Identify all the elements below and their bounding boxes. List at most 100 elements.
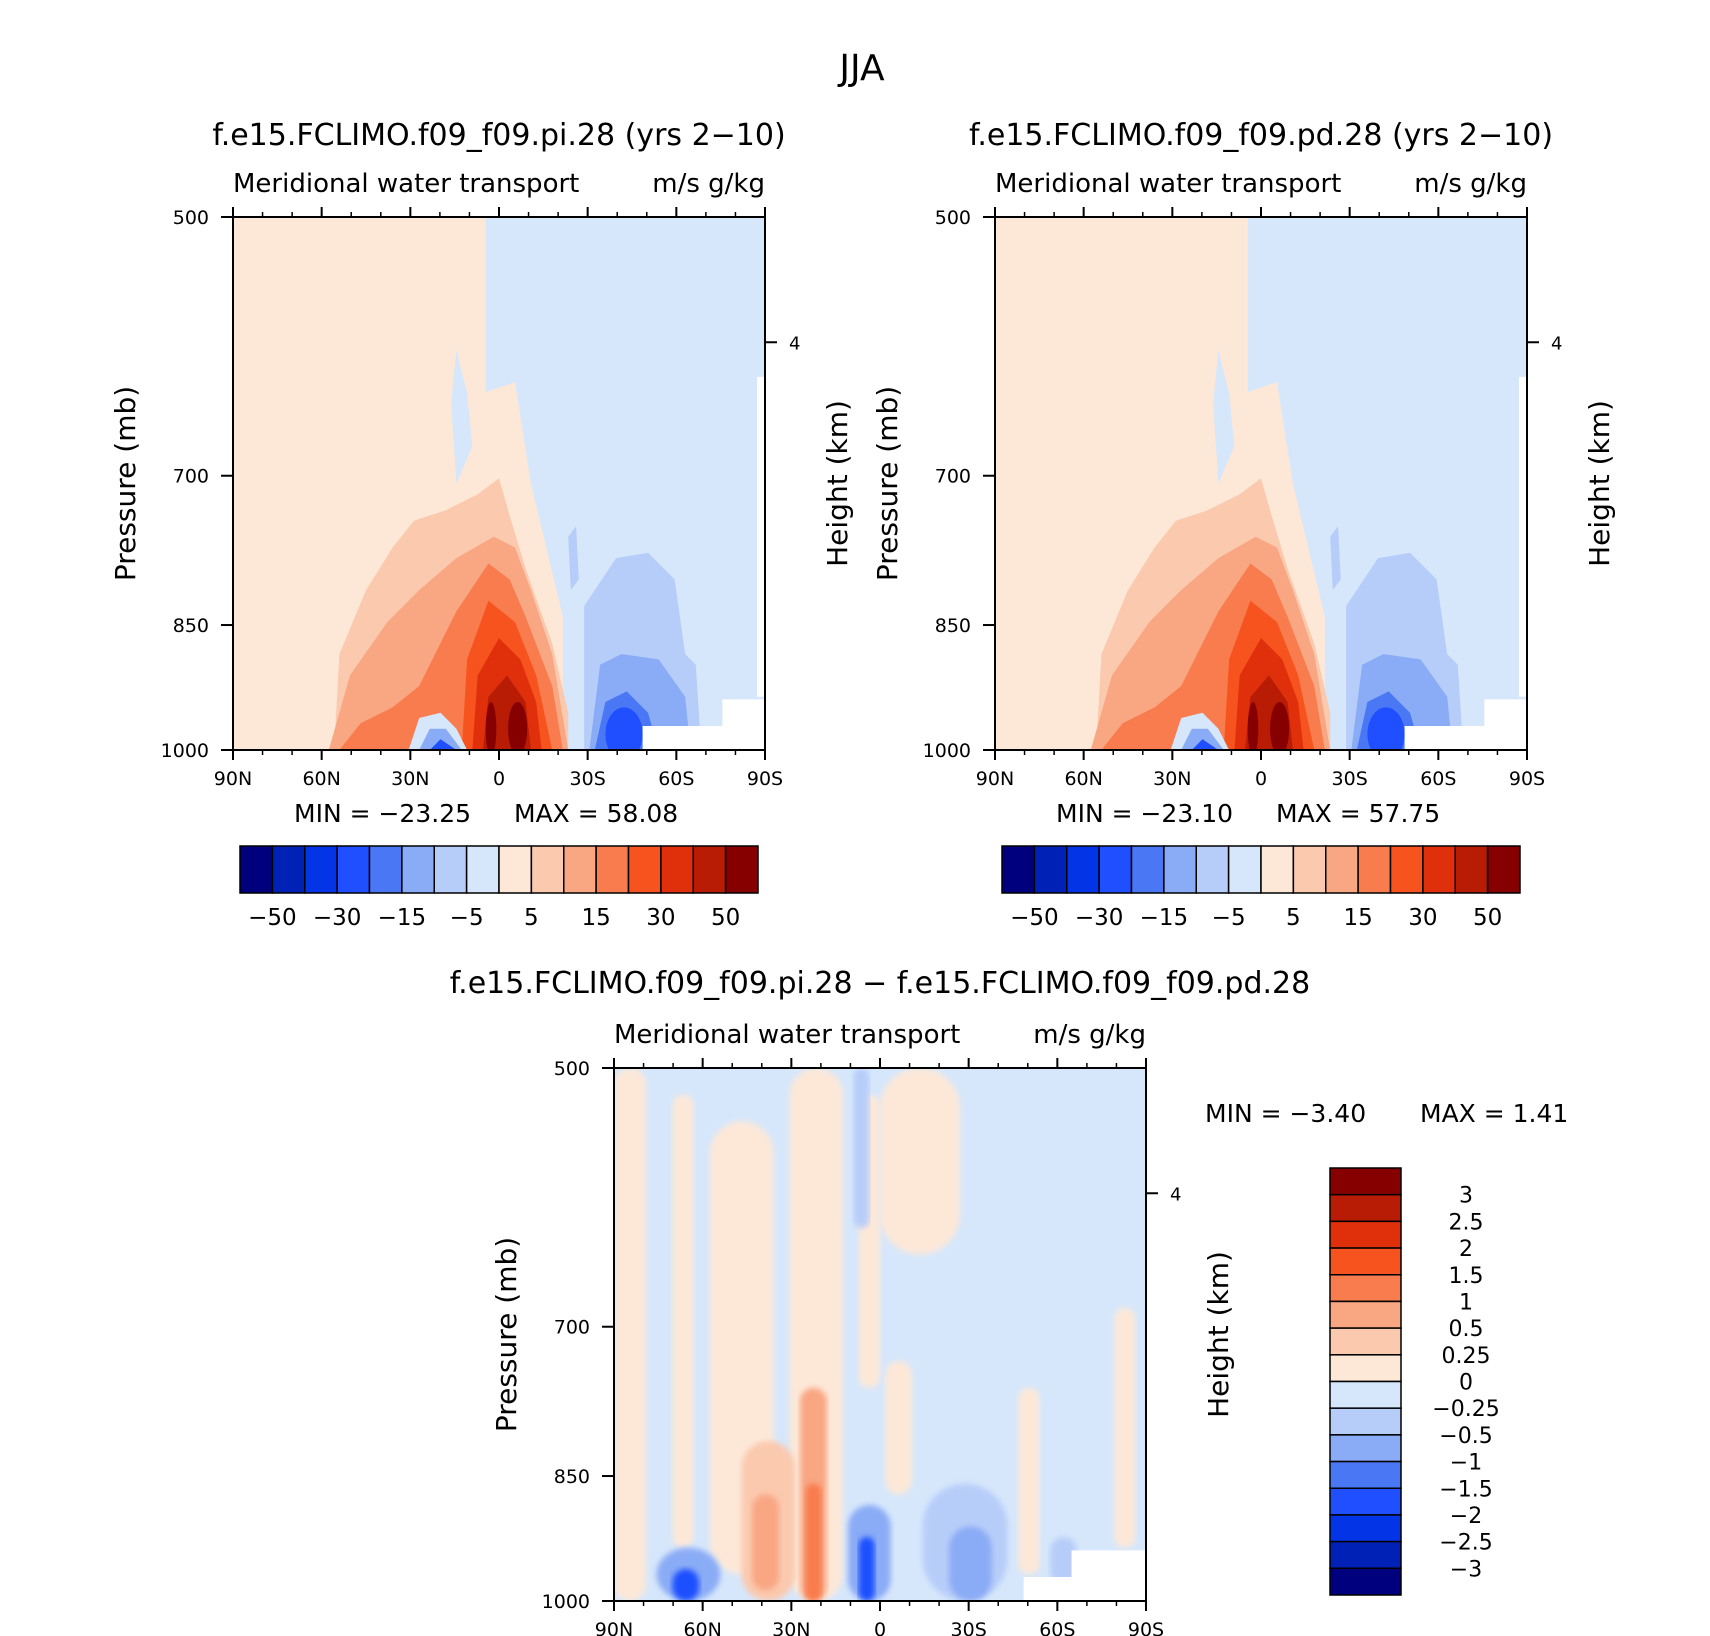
contour-field (233, 217, 765, 750)
panel-subtitle: Meridional water transport (233, 169, 579, 199)
stripe-neg-60n-2 (672, 1569, 700, 1601)
colorbar-label: −50 (1010, 905, 1059, 931)
height-tick-label: 4 (1551, 333, 1562, 354)
colorbar-swatch (1325, 845, 1359, 894)
colorbar-swatch (1292, 845, 1327, 894)
x-tick-label: 30S (1332, 768, 1368, 790)
stripe-pos-9 (1114, 1307, 1136, 1548)
x-tick-label: 90S (1128, 1619, 1164, 1636)
y-axis-right-label: Height (km) (1202, 1251, 1235, 1418)
colorbar-swatch (1329, 1220, 1402, 1249)
colorbar-label: −0.25 (1432, 1397, 1499, 1422)
colorbar-swatch (1098, 845, 1133, 894)
colorbar-swatch (368, 845, 403, 894)
max-label: MAX = 1.41 (1420, 1099, 1568, 1128)
colorbar: −50 −30 −15 −5 5 15 30 50 (1001, 845, 1521, 931)
y-axis-right-label: Height (km) (821, 400, 854, 567)
colorbar-swatch (401, 845, 435, 894)
x-tick-label: 60N (1064, 768, 1102, 790)
y-tick-label: 850 (173, 615, 209, 637)
colorbar-swatch (1329, 1354, 1402, 1383)
min-label: MIN = −23.10 (1056, 799, 1233, 828)
shade-neg-wisp-2 (568, 526, 579, 591)
colorbar-label: 5 (1286, 905, 1301, 931)
contour-field (995, 217, 1527, 750)
colorbar-label: 0 (1459, 1371, 1473, 1396)
contour-field (614, 1068, 1146, 1601)
colorbar-swatch (1389, 845, 1424, 894)
x-tick-label: 60N (683, 1619, 721, 1636)
colorbar-swatch (1260, 845, 1295, 894)
colorbar-swatch (724, 845, 759, 894)
min-label: MIN = −23.25 (294, 799, 471, 828)
x-tick-label: 30N (1153, 768, 1191, 790)
x-tick-label: 30N (772, 1619, 810, 1636)
colorbar-swatch (1329, 1487, 1402, 1516)
colorbar-swatch (271, 845, 306, 894)
x-tick-label: 60N (302, 768, 340, 790)
colorbar-swatch (498, 845, 533, 894)
shade-neg-wisp-2 (1330, 526, 1341, 591)
shade-neg-south-core (605, 707, 643, 750)
colorbar-swatch (1329, 1407, 1402, 1436)
y-tick-label: 700 (554, 1317, 590, 1339)
colorbar-swatch (465, 845, 500, 894)
colorbar-swatch (1195, 845, 1230, 894)
shade-neg-wisp (451, 350, 473, 484)
x-tick-label: 30S (570, 768, 606, 790)
shade-neg-wisp (1213, 350, 1235, 484)
x-tick-label: 90N (976, 768, 1014, 790)
colorbar-swatch (1329, 1567, 1402, 1596)
colorbar-swatch (530, 845, 565, 894)
stripe-pos-30n-4 (752, 1494, 779, 1591)
panel-title: f.e15.FCLIMO.f09_f09.pi.28 (yrs 2−10) (212, 118, 785, 153)
colorbar-swatch (1329, 1300, 1402, 1329)
colorbar-label: −50 (248, 905, 297, 931)
shade-core-max (1270, 702, 1290, 750)
colorbar-label: −5 (1212, 905, 1246, 931)
colorbar-swatch (1001, 845, 1036, 894)
colorbar-swatch (304, 845, 338, 894)
x-tick-label: 90N (214, 768, 252, 790)
colorbar-label: 1 (1459, 1290, 1473, 1315)
colorbar-swatch (1329, 1193, 1402, 1223)
colorbar-swatch (660, 845, 694, 894)
colorbar-label: 30 (1408, 905, 1437, 931)
colorbar-swatch (1454, 845, 1489, 894)
y-tick-label: 850 (935, 615, 971, 637)
x-tick-label: 60S (1420, 768, 1456, 790)
y-axis-label: Pressure (mb) (871, 386, 904, 581)
x-tick-label: 0 (874, 1619, 886, 1636)
height-tick-label: 4 (1170, 1184, 1181, 1205)
colorbar-swatch (239, 845, 274, 894)
max-label: MAX = 57.75 (1276, 799, 1440, 828)
colorbar-swatch (1329, 1540, 1402, 1570)
colorbar-swatch (1130, 845, 1165, 894)
colorbar-label: 50 (1473, 905, 1502, 931)
y-tick-label: 700 (173, 466, 209, 488)
colorbar: −50 −30 −15 −5 5 15 30 50 (239, 845, 759, 931)
missing-data-edge (1519, 376, 1527, 697)
stripe-neg-60s (1050, 1537, 1077, 1586)
height-tick-label: 4 (789, 333, 800, 354)
colorbar-label: −2.5 (1439, 1531, 1492, 1556)
colorbar-label: 2.5 (1449, 1210, 1484, 1235)
y-axis-label: Pressure (mb) (490, 1237, 523, 1432)
y-tick-label: 500 (173, 207, 209, 229)
colorbar-swatch (1329, 1460, 1402, 1489)
colorbar-swatch (1033, 845, 1068, 894)
shade-core-max (508, 702, 528, 750)
x-tick-label: 90S (747, 768, 783, 790)
colorbar-swatch (1422, 845, 1456, 894)
x-tick-label: 30S (951, 1619, 987, 1636)
y-tick-label: 1000 (923, 740, 971, 762)
colorbar-label: 2 (1459, 1237, 1473, 1262)
colorbar-swatch (1066, 845, 1100, 894)
colorbar-swatch (563, 845, 597, 894)
y-tick-label: 500 (554, 1058, 590, 1080)
colorbar-swatch (1486, 845, 1521, 894)
colorbar-label: 15 (581, 905, 610, 931)
panel-pd: 90N 60N 30N 0 30S 60S 90S 500 700 850 1000 4 f.e15.F… (871, 118, 1616, 931)
colorbar-label: −30 (1075, 905, 1124, 931)
